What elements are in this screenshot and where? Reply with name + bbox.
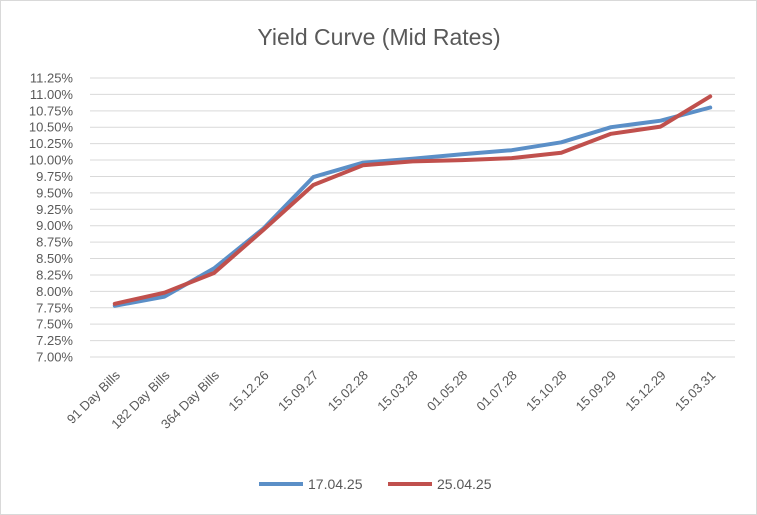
x-tick-label: 01.05.28 bbox=[424, 368, 470, 414]
y-tick-label: 10.25% bbox=[29, 136, 74, 151]
y-tick-label: 8.75% bbox=[36, 235, 73, 250]
y-tick-label: 8.00% bbox=[36, 284, 73, 299]
x-tick-label: 15.02.28 bbox=[325, 368, 371, 414]
y-tick-label: 7.25% bbox=[36, 333, 73, 348]
x-tick-label: 15.12.26 bbox=[225, 368, 271, 414]
x-tick-label: 15.09.29 bbox=[573, 368, 619, 414]
x-tick-label: 15.10.28 bbox=[523, 368, 569, 414]
gridlines bbox=[90, 77, 735, 358]
chart-title: Yield Curve (Mid Rates) bbox=[257, 24, 500, 50]
legend-label: 25.04.25 bbox=[437, 476, 492, 492]
y-tick-label: 7.75% bbox=[36, 300, 73, 315]
y-tick-label: 10.50% bbox=[29, 120, 74, 135]
y-tick-label: 9.25% bbox=[36, 202, 73, 217]
y-tick-label: 9.50% bbox=[36, 185, 73, 200]
y-tick-label: 8.25% bbox=[36, 267, 73, 282]
legend-label: 17.04.25 bbox=[308, 476, 363, 492]
x-tick-label: 15.12.29 bbox=[622, 368, 668, 414]
legend: 17.04.25 25.04.25 bbox=[259, 476, 492, 492]
y-tick-label: 9.75% bbox=[36, 169, 73, 184]
y-tick-label: 11.00% bbox=[30, 87, 74, 102]
y-axis-tick-labels: 7.00% 7.25%7.50% 7.75%8.00% 8.25%8.50%8.75%… bbox=[29, 71, 74, 365]
y-tick-label: 10.75% bbox=[29, 103, 74, 118]
series-lines bbox=[112, 94, 713, 308]
x-tick-label: 15.03.31 bbox=[672, 368, 718, 414]
y-tick-label: 7.00% bbox=[36, 350, 73, 365]
x-tick-label: 15.03.28 bbox=[374, 368, 420, 414]
y-tick-label: 8.50% bbox=[36, 251, 73, 266]
y-tick-label: 9.00% bbox=[36, 218, 73, 233]
y-tick-label: 11.25% bbox=[30, 71, 74, 86]
series-line-25.04.25 bbox=[112, 94, 713, 306]
y-tick-label: 10.00% bbox=[29, 153, 74, 168]
series-line-17.04.25 bbox=[112, 105, 713, 308]
x-tick-label: 01.07.28 bbox=[473, 368, 519, 414]
x-tick-label: 15.09.27 bbox=[275, 368, 321, 414]
y-tick-label: 7.50% bbox=[36, 317, 73, 332]
